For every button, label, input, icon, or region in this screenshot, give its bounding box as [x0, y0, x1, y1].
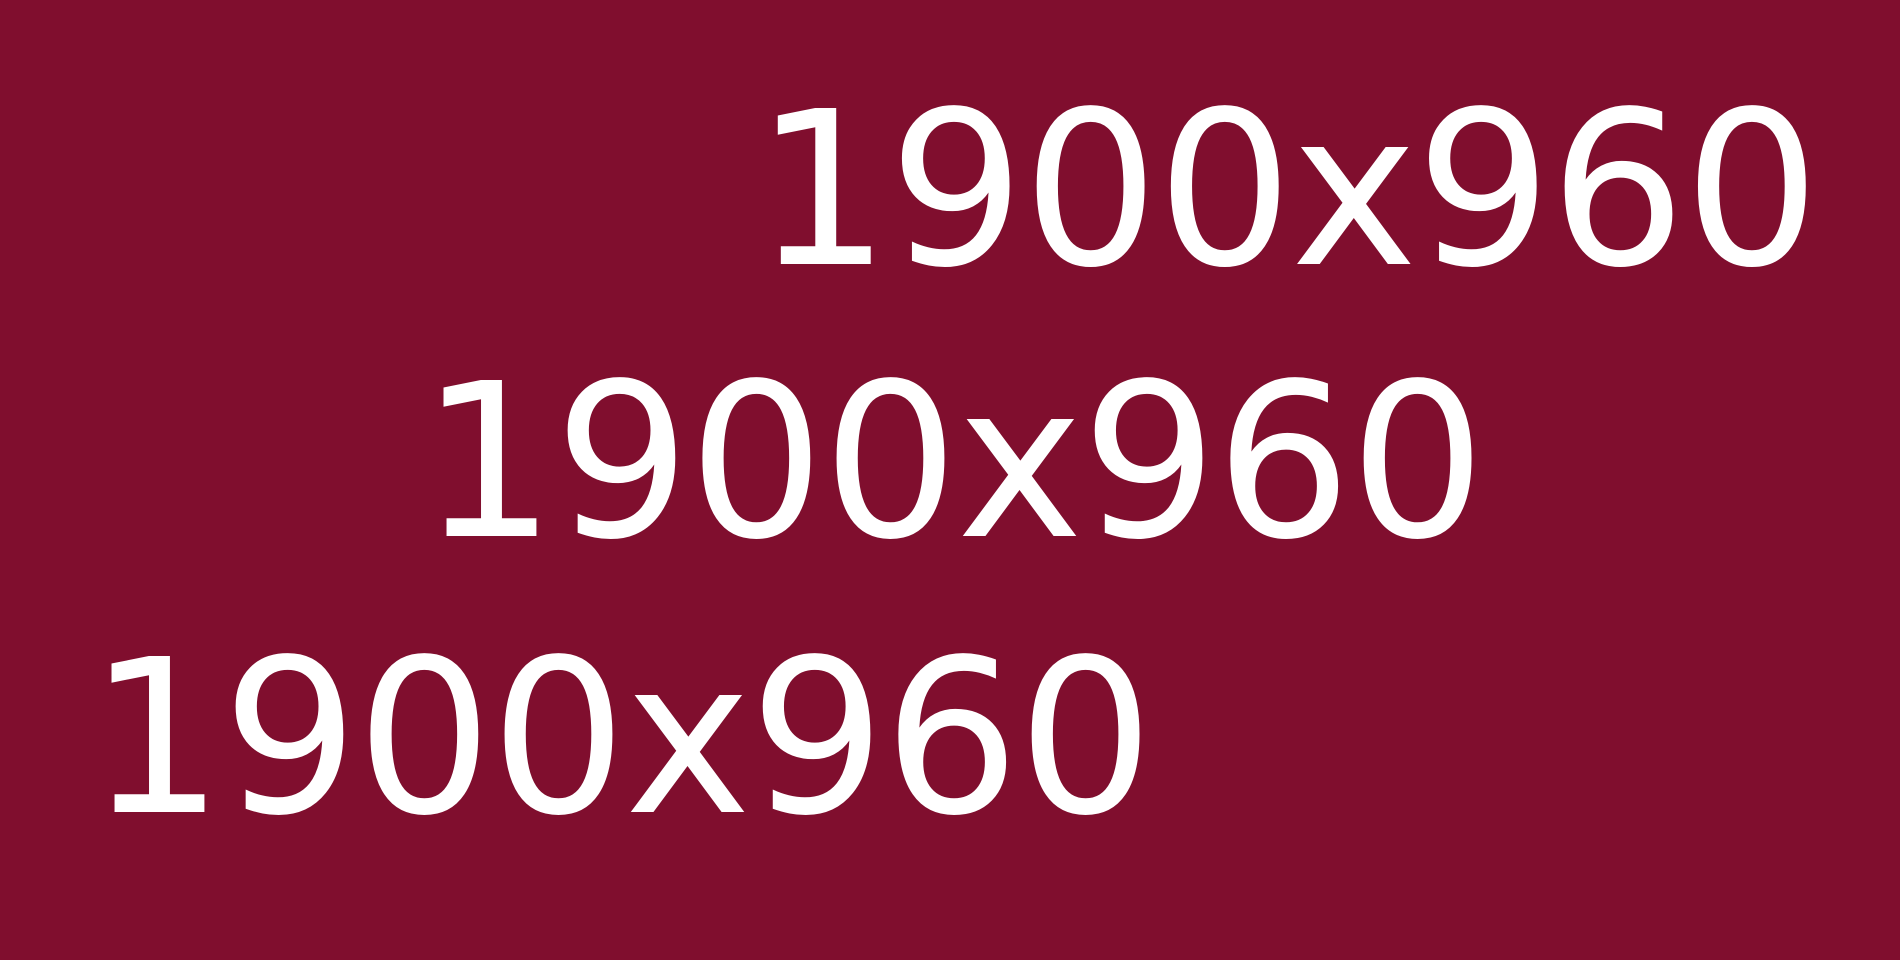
dimension-label-bottom: 1900x960 [88, 614, 1154, 863]
dimension-label-top: 1900x960 [754, 66, 1820, 315]
dimension-label-middle: 1900x960 [420, 338, 1486, 587]
